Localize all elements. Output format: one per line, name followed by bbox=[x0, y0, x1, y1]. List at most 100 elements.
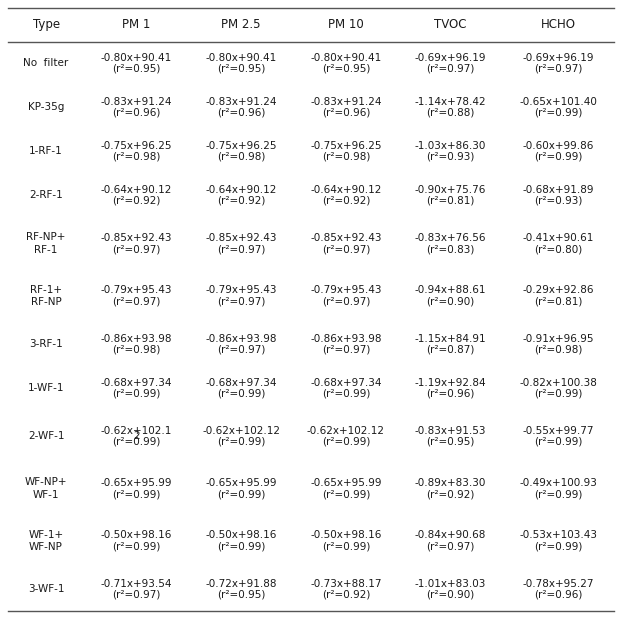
Text: -0.41x+90.61: -0.41x+90.61 bbox=[522, 233, 594, 243]
Text: -0.78x+95.27: -0.78x+95.27 bbox=[522, 579, 594, 589]
Text: -0.49x+100.93: -0.49x+100.93 bbox=[519, 478, 597, 488]
Text: -0.94x+88.61: -0.94x+88.61 bbox=[415, 285, 486, 295]
Text: (r²=0.96): (r²=0.96) bbox=[217, 108, 266, 118]
Text: -0.68x+97.34: -0.68x+97.34 bbox=[205, 378, 277, 387]
Text: -0.55x+99.77: -0.55x+99.77 bbox=[522, 426, 594, 436]
Text: -0.65x+95.99: -0.65x+95.99 bbox=[101, 478, 172, 488]
Text: 1-RF-1: 1-RF-1 bbox=[29, 147, 63, 157]
Text: (r²=0.99): (r²=0.99) bbox=[322, 489, 370, 499]
Text: (r²=0.99): (r²=0.99) bbox=[322, 542, 370, 552]
Text: -0.79x+95.43: -0.79x+95.43 bbox=[101, 285, 172, 295]
Text: -0.80x+90.41: -0.80x+90.41 bbox=[206, 53, 277, 63]
Text: -0.65x+95.99: -0.65x+95.99 bbox=[205, 478, 277, 488]
Text: (r²=0.98): (r²=0.98) bbox=[217, 152, 266, 162]
Text: (r²=0.98): (r²=0.98) bbox=[322, 152, 370, 162]
Text: (r²=0.99): (r²=0.99) bbox=[534, 389, 583, 399]
Text: Type: Type bbox=[32, 18, 60, 31]
Text: -0.71x+93.54: -0.71x+93.54 bbox=[101, 579, 172, 589]
Text: 2-WF-1: 2-WF-1 bbox=[28, 431, 64, 441]
Text: -0.83x+91.53: -0.83x+91.53 bbox=[415, 426, 486, 436]
Text: -0.73x+88.17: -0.73x+88.17 bbox=[310, 579, 382, 589]
Text: (r²=0.99): (r²=0.99) bbox=[217, 436, 266, 447]
Text: (r²=0.98): (r²=0.98) bbox=[113, 345, 160, 355]
Text: -1.01x+83.03: -1.01x+83.03 bbox=[415, 579, 486, 589]
Text: -0.50x+98.16: -0.50x+98.16 bbox=[101, 530, 172, 540]
Text: 1-WF-1: 1-WF-1 bbox=[28, 383, 64, 393]
Text: RF-NP+
RF-1: RF-NP+ RF-1 bbox=[26, 232, 66, 255]
Text: PM 2.5: PM 2.5 bbox=[221, 18, 261, 31]
Text: PM 1: PM 1 bbox=[123, 18, 151, 31]
Text: -0.62x+102.12: -0.62x+102.12 bbox=[202, 426, 280, 436]
Text: -0.84x+90.68: -0.84x+90.68 bbox=[415, 530, 486, 540]
Text: (r²=0.92): (r²=0.92) bbox=[322, 196, 370, 206]
Text: -0.89x+83.30: -0.89x+83.30 bbox=[415, 478, 486, 488]
Text: -0.65x+101.40: -0.65x+101.40 bbox=[519, 97, 597, 107]
Text: WF-NP+
WF-1: WF-NP+ WF-1 bbox=[25, 477, 67, 500]
Text: -0.83x+91.24: -0.83x+91.24 bbox=[205, 97, 277, 107]
Text: -0.79x+95.43: -0.79x+95.43 bbox=[205, 285, 277, 295]
Text: 2: 2 bbox=[133, 431, 140, 441]
Text: -0.83x+91.24: -0.83x+91.24 bbox=[101, 97, 172, 107]
Text: (r²=0.97): (r²=0.97) bbox=[113, 589, 160, 600]
Text: -0.90x+75.76: -0.90x+75.76 bbox=[415, 185, 486, 195]
Text: -0.75x+96.25: -0.75x+96.25 bbox=[205, 141, 277, 151]
Text: (r²=0.99): (r²=0.99) bbox=[322, 436, 370, 447]
Text: -0.82x+100.38: -0.82x+100.38 bbox=[519, 378, 597, 387]
Text: -0.79x+95.43: -0.79x+95.43 bbox=[310, 285, 382, 295]
Text: (r²=0.97): (r²=0.97) bbox=[322, 297, 370, 306]
Text: -0.69x+96.19: -0.69x+96.19 bbox=[522, 53, 594, 63]
Text: (r²=0.97): (r²=0.97) bbox=[427, 64, 475, 74]
Text: -0.60x+99.86: -0.60x+99.86 bbox=[522, 141, 594, 151]
Text: PM 10: PM 10 bbox=[328, 18, 364, 31]
Text: HCHO: HCHO bbox=[541, 18, 576, 31]
Text: TVOC: TVOC bbox=[434, 18, 467, 31]
Text: -0.85x+92.43: -0.85x+92.43 bbox=[310, 233, 382, 243]
Text: (r²=0.97): (r²=0.97) bbox=[217, 244, 266, 254]
Text: (r²=0.95): (r²=0.95) bbox=[322, 64, 370, 74]
Text: -0.83x+76.56: -0.83x+76.56 bbox=[415, 233, 486, 243]
Text: -0.50x+98.16: -0.50x+98.16 bbox=[205, 530, 277, 540]
Text: (r²=0.87): (r²=0.87) bbox=[427, 345, 475, 355]
Text: (r²=0.99): (r²=0.99) bbox=[217, 542, 266, 552]
Text: -0.80x+90.41: -0.80x+90.41 bbox=[310, 53, 381, 63]
Text: -0.86x+93.98: -0.86x+93.98 bbox=[205, 334, 277, 344]
Text: (r²=0.99): (r²=0.99) bbox=[113, 542, 160, 552]
Text: -1.03x+86.30: -1.03x+86.30 bbox=[415, 141, 486, 151]
Text: (r²=0.90): (r²=0.90) bbox=[427, 297, 475, 306]
Text: (r²=0.93): (r²=0.93) bbox=[534, 196, 583, 206]
Text: -0.68x+97.34: -0.68x+97.34 bbox=[101, 378, 172, 387]
Text: (r²=0.97): (r²=0.97) bbox=[113, 244, 160, 254]
Text: -1.15x+84.91: -1.15x+84.91 bbox=[415, 334, 486, 344]
Text: (r²=0.98): (r²=0.98) bbox=[534, 345, 583, 355]
Text: -0.65x+95.99: -0.65x+95.99 bbox=[310, 478, 382, 488]
Text: (r²=0.99): (r²=0.99) bbox=[534, 542, 583, 552]
Text: (r²=0.97): (r²=0.97) bbox=[113, 297, 160, 306]
Text: (r²=0.97): (r²=0.97) bbox=[322, 244, 370, 254]
Text: -0.50x+98.16: -0.50x+98.16 bbox=[310, 530, 381, 540]
Text: (r²=0.80): (r²=0.80) bbox=[534, 244, 583, 254]
Text: -0.86x+93.98: -0.86x+93.98 bbox=[101, 334, 172, 344]
Text: (r²=0.81): (r²=0.81) bbox=[534, 297, 583, 306]
Text: KP-35g: KP-35g bbox=[28, 103, 64, 113]
Text: (r²=0.90): (r²=0.90) bbox=[427, 589, 475, 600]
Text: -0.85x+92.43: -0.85x+92.43 bbox=[101, 233, 172, 243]
Text: (r²=0.99): (r²=0.99) bbox=[534, 152, 583, 162]
Text: (r²=0.99): (r²=0.99) bbox=[113, 389, 160, 399]
Text: (r²=0.83): (r²=0.83) bbox=[427, 244, 475, 254]
Text: (r²=0.99): (r²=0.99) bbox=[534, 489, 583, 499]
Text: -0.64x+90.12: -0.64x+90.12 bbox=[205, 185, 277, 195]
Text: (r²=0.92): (r²=0.92) bbox=[217, 196, 266, 206]
Text: (r²=0.96): (r²=0.96) bbox=[322, 108, 370, 118]
Text: (r²=0.98): (r²=0.98) bbox=[113, 152, 160, 162]
Text: No  filter: No filter bbox=[24, 58, 68, 69]
Text: (r²=0.96): (r²=0.96) bbox=[113, 108, 160, 118]
Text: (r²=0.99): (r²=0.99) bbox=[322, 389, 370, 399]
Text: -0.72x+91.88: -0.72x+91.88 bbox=[205, 579, 277, 589]
Text: (r²=0.88): (r²=0.88) bbox=[427, 108, 475, 118]
Text: (r²=0.96): (r²=0.96) bbox=[427, 389, 475, 399]
Text: 2-RF-1: 2-RF-1 bbox=[29, 191, 63, 201]
Text: (r²=0.99): (r²=0.99) bbox=[217, 389, 266, 399]
Text: (r²=0.99): (r²=0.99) bbox=[113, 489, 160, 499]
Text: (r²=0.92): (r²=0.92) bbox=[427, 489, 475, 499]
Text: -0.64x+90.12: -0.64x+90.12 bbox=[101, 185, 172, 195]
